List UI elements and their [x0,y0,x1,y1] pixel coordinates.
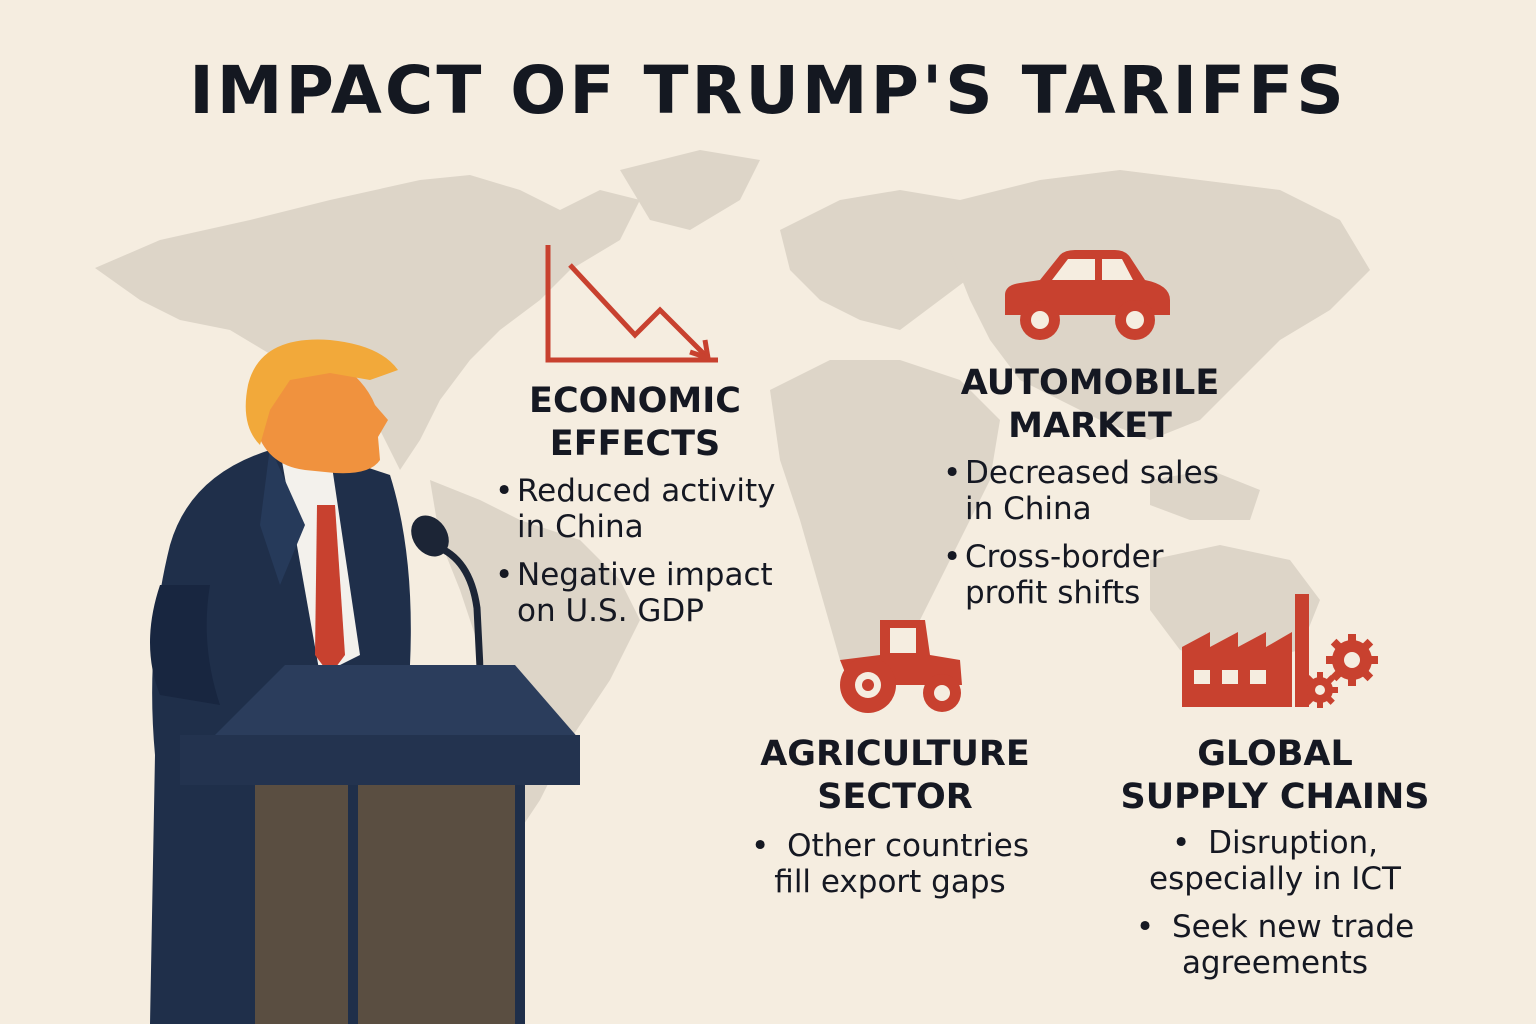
automobile-heading-line2: MARKET [1008,406,1172,446]
speaker-hair [245,339,398,445]
map-africa [770,360,1000,700]
podium-divider [348,785,358,1024]
supply-heading-line2: SUPPLY CHAINS [1120,777,1430,817]
podium-top [210,665,580,740]
list-item: Cross-border profit shifts [943,539,1243,611]
economic-bullets: Reduced activity in China Negative impac… [495,473,795,641]
podium-frame-right [515,785,525,1024]
supply-bullets: Disruption, especially in ICT Seek new t… [1115,825,1435,993]
agriculture-heading-line1: AGRICULTURE [760,734,1030,774]
economic-heading-line1: ECONOMIC [529,381,741,421]
supply-heading: GLOBAL SUPPLY CHAINS [1110,733,1440,819]
podium-ledge [180,735,580,785]
agriculture-bullets: Other countries fill export gaps [735,828,1045,912]
podium [180,665,580,1024]
list-item: Reduced activity in China [495,473,795,545]
economic-heading: ECONOMIC EFFECTS [495,380,775,466]
economic-heading-line2: EFFECTS [549,424,721,464]
speaker-lapel [260,447,305,585]
tractor-icon [840,620,962,713]
list-item: Other countries fill export gaps [735,828,1045,900]
agriculture-heading: AGRICULTURE SECTOR [745,733,1045,819]
microphone-icon [411,515,484,668]
page-title: IMPACT OF TRUMP'S TARIFFS [189,52,1347,129]
podium-front [245,785,525,1024]
map-north-america [95,175,640,470]
list-item: Seek new trade agreements [1115,909,1435,981]
map-greenland [620,150,760,230]
speaker-face [255,353,388,474]
speaker-arm [150,585,220,705]
podium-frame-left [245,785,255,1024]
gear-icon [1326,634,1378,686]
map-europe [780,190,1000,330]
factory-gears-icon [1182,594,1378,708]
automobile-bullets: Decreased sales in China Cross-border pr… [943,455,1243,623]
agriculture-heading-line2: SECTOR [817,777,973,817]
car-icon [1005,250,1170,340]
supply-heading-line1: GLOBAL [1197,734,1353,774]
declining-chart-icon [545,245,718,363]
list-item: Negative impact on U.S. GDP [495,557,795,629]
automobile-heading-line1: AUTOMOBILE [960,363,1220,403]
speaker-tie [315,505,345,675]
automobile-heading: AUTOMOBILE MARKET [935,362,1245,448]
gear-icon [1302,672,1338,708]
list-item: Decreased sales in China [943,455,1243,527]
list-item: Disruption, especially in ICT [1115,825,1435,897]
